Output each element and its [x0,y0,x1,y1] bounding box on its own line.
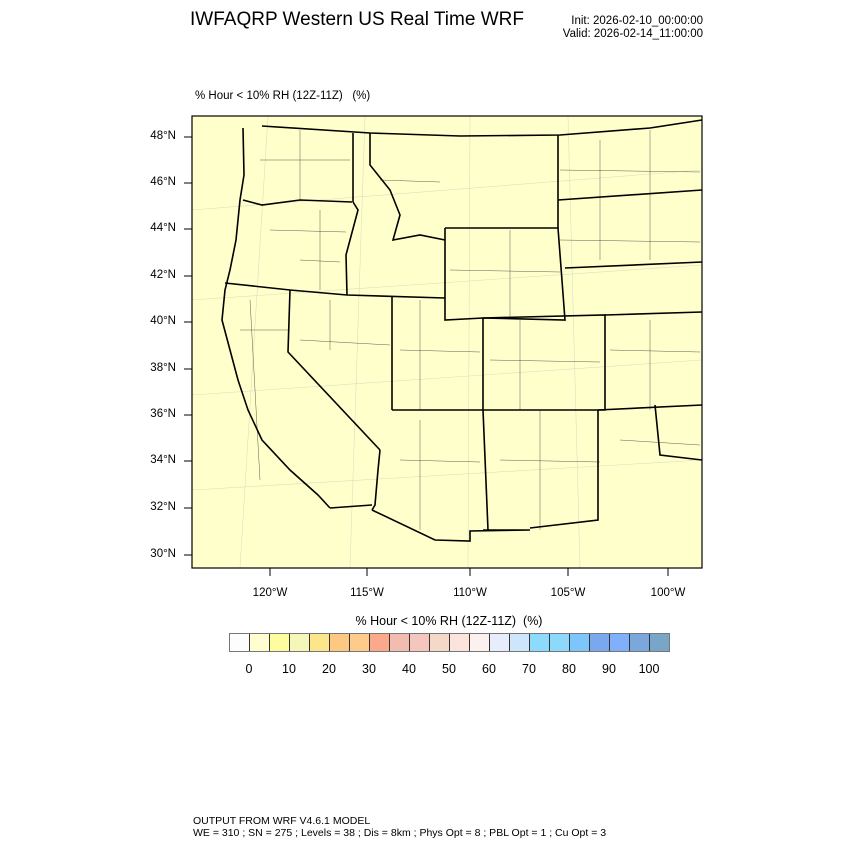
id-mt-border [369,133,446,242]
canada-border [261,119,703,137]
colorbar-box [430,634,450,651]
colorbar-label: 100 [638,662,660,676]
lat-label: 36°N [150,408,176,420]
field-label: % Hour < 10% RH (12Z-11Z) (%) [195,90,371,102]
run-times: Init: 2026-02-10_00:00:00 Valid: 2026-02… [563,15,703,41]
colorbar-label: 70 [522,662,536,676]
plot-title: IWFAQRP Western US Real Time WRF [190,9,524,30]
az-mx-border [371,509,531,542]
colorbar-box [470,634,490,651]
lon-label: 115°W [350,587,384,599]
lon-label: 110°W [453,587,487,599]
model-info: OUTPUT FROM WRF V4.6.1 MODEL WE = 310 ; … [193,815,606,839]
map-background [192,116,702,568]
ks-ok-border [597,404,703,411]
colorbar-label: 60 [482,662,496,676]
colorbar-box [390,634,410,651]
ca-mx-border [329,504,373,509]
wy-border [444,227,566,321]
lat-label: 48°N [150,130,176,142]
county-lines [240,130,701,530]
colorbar-label: 80 [562,662,576,676]
colorbar-box [490,634,510,651]
wa-or-border [242,199,353,206]
model-version: OUTPUT FROM WRF V4.6.1 MODEL [193,815,371,827]
colorbar-box [590,634,610,651]
colorbar-box [330,634,350,651]
colorbar-box [630,634,650,651]
colorbar-box [610,634,630,651]
ok-tx-border [529,404,703,529]
lat-label: 38°N [150,362,176,374]
colorbar-box [510,634,530,651]
colorbar-title: % Hour < 10% RH (12Z-11Z) (%) [355,614,543,628]
colorbar [229,633,670,652]
colorbar-box [530,634,550,651]
lat-label: 44°N [150,222,176,234]
colorbar-label: 0 [245,662,253,676]
colorbar-label: 90 [602,662,616,676]
lon-label: 100°W [650,587,686,599]
colorbar-label: 40 [402,662,416,676]
sd-ne-border [564,261,703,269]
lat42-border [224,282,446,299]
colorbar-box [410,634,430,651]
colorbar-box [350,634,370,651]
az-west-border [371,449,381,511]
ne-ks-border [604,311,703,316]
colorbar-label: 20 [322,662,336,676]
colorbar-box [250,634,270,651]
colorbar-box [310,634,330,651]
az-nm-border [482,409,489,531]
colorbar-box [290,634,310,651]
colorbar-box [270,634,290,651]
or-id-border [345,201,359,296]
graticule [191,115,703,569]
colorbar-box [450,634,470,651]
colorbar-box [650,634,669,651]
lat-label: 34°N [150,454,176,466]
state-borders [221,119,703,542]
lat-label: 30°N [150,548,176,560]
lat-label: 40°N [150,315,176,327]
lat-label: 42°N [150,269,176,281]
lon-ticks [269,568,669,576]
ca-nv-border [287,289,381,451]
colorbar-box [550,634,570,651]
valid-time: Valid: 2026-02-14_11:00:00 [562,28,703,40]
lon-label: 105°W [550,587,586,599]
model-config: WE = 310 ; SN = 275 ; Levels = 38 ; Dis … [193,827,607,839]
colorbar-label: 10 [282,662,296,676]
lon-label: 120°W [252,587,288,599]
colorbar-box [230,634,250,651]
init-time: Init: 2026-02-10_00:00:00 [571,15,703,27]
lat-label: 46°N [150,176,176,188]
lat-ticks [184,136,192,556]
lat-label: 32°N [150,501,176,513]
colorbar-box [570,634,590,651]
map-frame [191,115,703,569]
west-coast [221,127,331,509]
colorbar-label: 30 [362,662,376,676]
nd-sd-border [557,189,703,201]
colorbar-box [370,634,390,651]
colorbar-label: 50 [442,662,456,676]
